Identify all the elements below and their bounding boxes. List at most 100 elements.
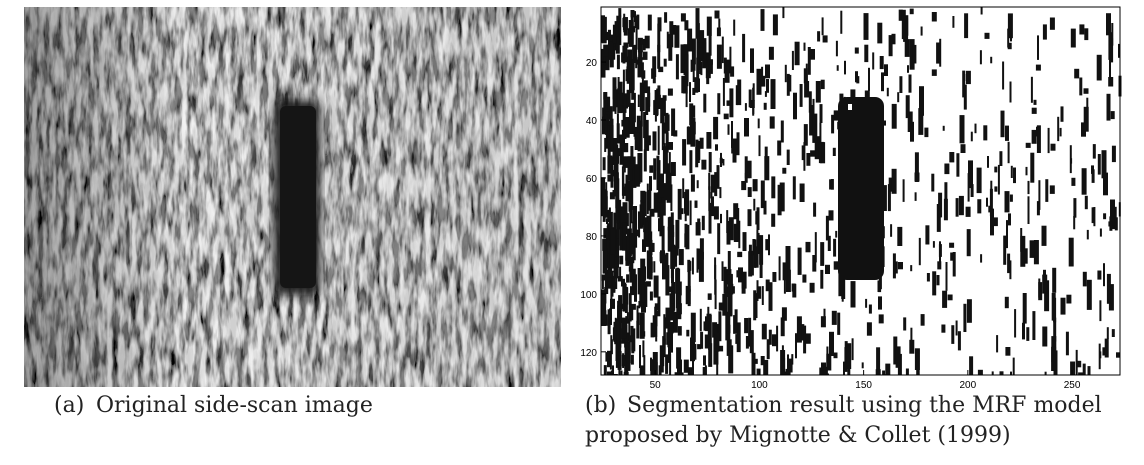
segment-blob (966, 229, 971, 257)
segment-blob (1111, 145, 1116, 163)
segment-blob (638, 301, 641, 309)
segment-blob (756, 229, 759, 254)
segment-blob (617, 88, 623, 114)
segment-blob (977, 369, 983, 375)
segment-blob (1116, 352, 1120, 358)
segment-blob (620, 370, 623, 375)
segment-blob (875, 369, 881, 375)
segment-blob (744, 103, 747, 111)
segment-blob (749, 250, 754, 276)
segment-blob (1007, 253, 1011, 274)
segment-blob (837, 312, 841, 335)
segment-blob (605, 56, 610, 71)
segment-blob (1009, 194, 1013, 202)
segment-blob (868, 304, 872, 314)
segment-blob (812, 255, 817, 272)
segment-blob (644, 35, 650, 49)
segment-blob (616, 151, 619, 164)
segment-blob (1103, 172, 1108, 196)
segment-blob (1043, 269, 1046, 277)
segment-blob (1086, 97, 1089, 109)
segment-blob (799, 84, 803, 107)
segment-blob (760, 9, 765, 31)
segment-blob (603, 108, 606, 115)
segment-blob (618, 8, 622, 17)
segment-blob (1005, 347, 1011, 356)
segment-blob (647, 189, 652, 209)
segment-blob (720, 152, 722, 167)
segment-blob (941, 324, 946, 333)
segment-blob (937, 261, 942, 270)
y-tick-label: 120 (580, 348, 597, 359)
segment-blob (618, 359, 621, 375)
segment-blob (820, 79, 825, 90)
segment-blob (1079, 24, 1085, 35)
segment-blob (1009, 81, 1012, 103)
segment-blob (671, 25, 677, 35)
segment-blob (606, 236, 611, 254)
segment-blob (662, 146, 668, 174)
segment-blob (984, 32, 990, 39)
segment-blob (608, 207, 611, 235)
segment-blob (673, 130, 678, 137)
segment-blob (605, 96, 611, 120)
segment-blob (676, 303, 682, 315)
segment-blob (653, 158, 657, 180)
segment-blob (624, 143, 629, 153)
segment-blob (697, 344, 702, 350)
y-tick-label: 20 (586, 58, 598, 69)
segment-blob (650, 357, 652, 371)
segment-blob (769, 116, 775, 129)
segment-blob (879, 56, 884, 70)
segment-blob (684, 54, 689, 82)
segment-blob (963, 84, 967, 110)
segment-blob (625, 353, 630, 361)
segment-blob (735, 334, 741, 344)
segment-blob (687, 261, 691, 292)
segment-blob (823, 366, 828, 375)
segment-blob (613, 212, 617, 239)
segment-blob (836, 65, 839, 71)
segment-blob (602, 238, 607, 251)
segment-blob (766, 79, 769, 93)
segment-blob (878, 296, 882, 310)
segment-blob (938, 192, 943, 218)
segment-blob (1052, 267, 1057, 293)
segment-blob (803, 124, 808, 146)
segment-blob (689, 82, 691, 103)
segment-blob (657, 17, 662, 32)
segment-blob (951, 325, 955, 344)
segment-blob (1059, 127, 1062, 137)
segment-blob (828, 210, 834, 221)
segment-blob (735, 85, 738, 106)
segment-blob (907, 111, 913, 132)
segment-blob (708, 152, 712, 173)
segment-blob (653, 192, 658, 213)
segment-blob (718, 345, 724, 352)
segment-blob (796, 316, 802, 343)
segment-blob (631, 328, 636, 352)
segment-blob (641, 62, 644, 87)
segment-blob (663, 58, 667, 67)
segment-blob (1007, 42, 1012, 50)
segment-blob (898, 262, 903, 270)
segment-blob (636, 320, 640, 339)
segment-blob (1106, 273, 1111, 304)
segment-blob (641, 285, 645, 303)
segment-blob (680, 44, 686, 74)
segment-blob (1106, 327, 1109, 339)
segment-blob (603, 17, 607, 35)
segment-blob (663, 341, 666, 354)
segment-blob (1009, 260, 1012, 280)
segment-blob (726, 100, 731, 106)
segment-blob (909, 8, 914, 15)
segment-blob (606, 218, 608, 225)
segment-blob (838, 267, 844, 297)
segment-blob (630, 308, 634, 321)
segment-blob (601, 274, 607, 281)
segment-blob (663, 317, 666, 345)
segment-blob (925, 225, 930, 245)
x-tick-label: 100 (751, 380, 768, 391)
segment-blob (629, 76, 632, 94)
segment-blob (717, 93, 721, 115)
